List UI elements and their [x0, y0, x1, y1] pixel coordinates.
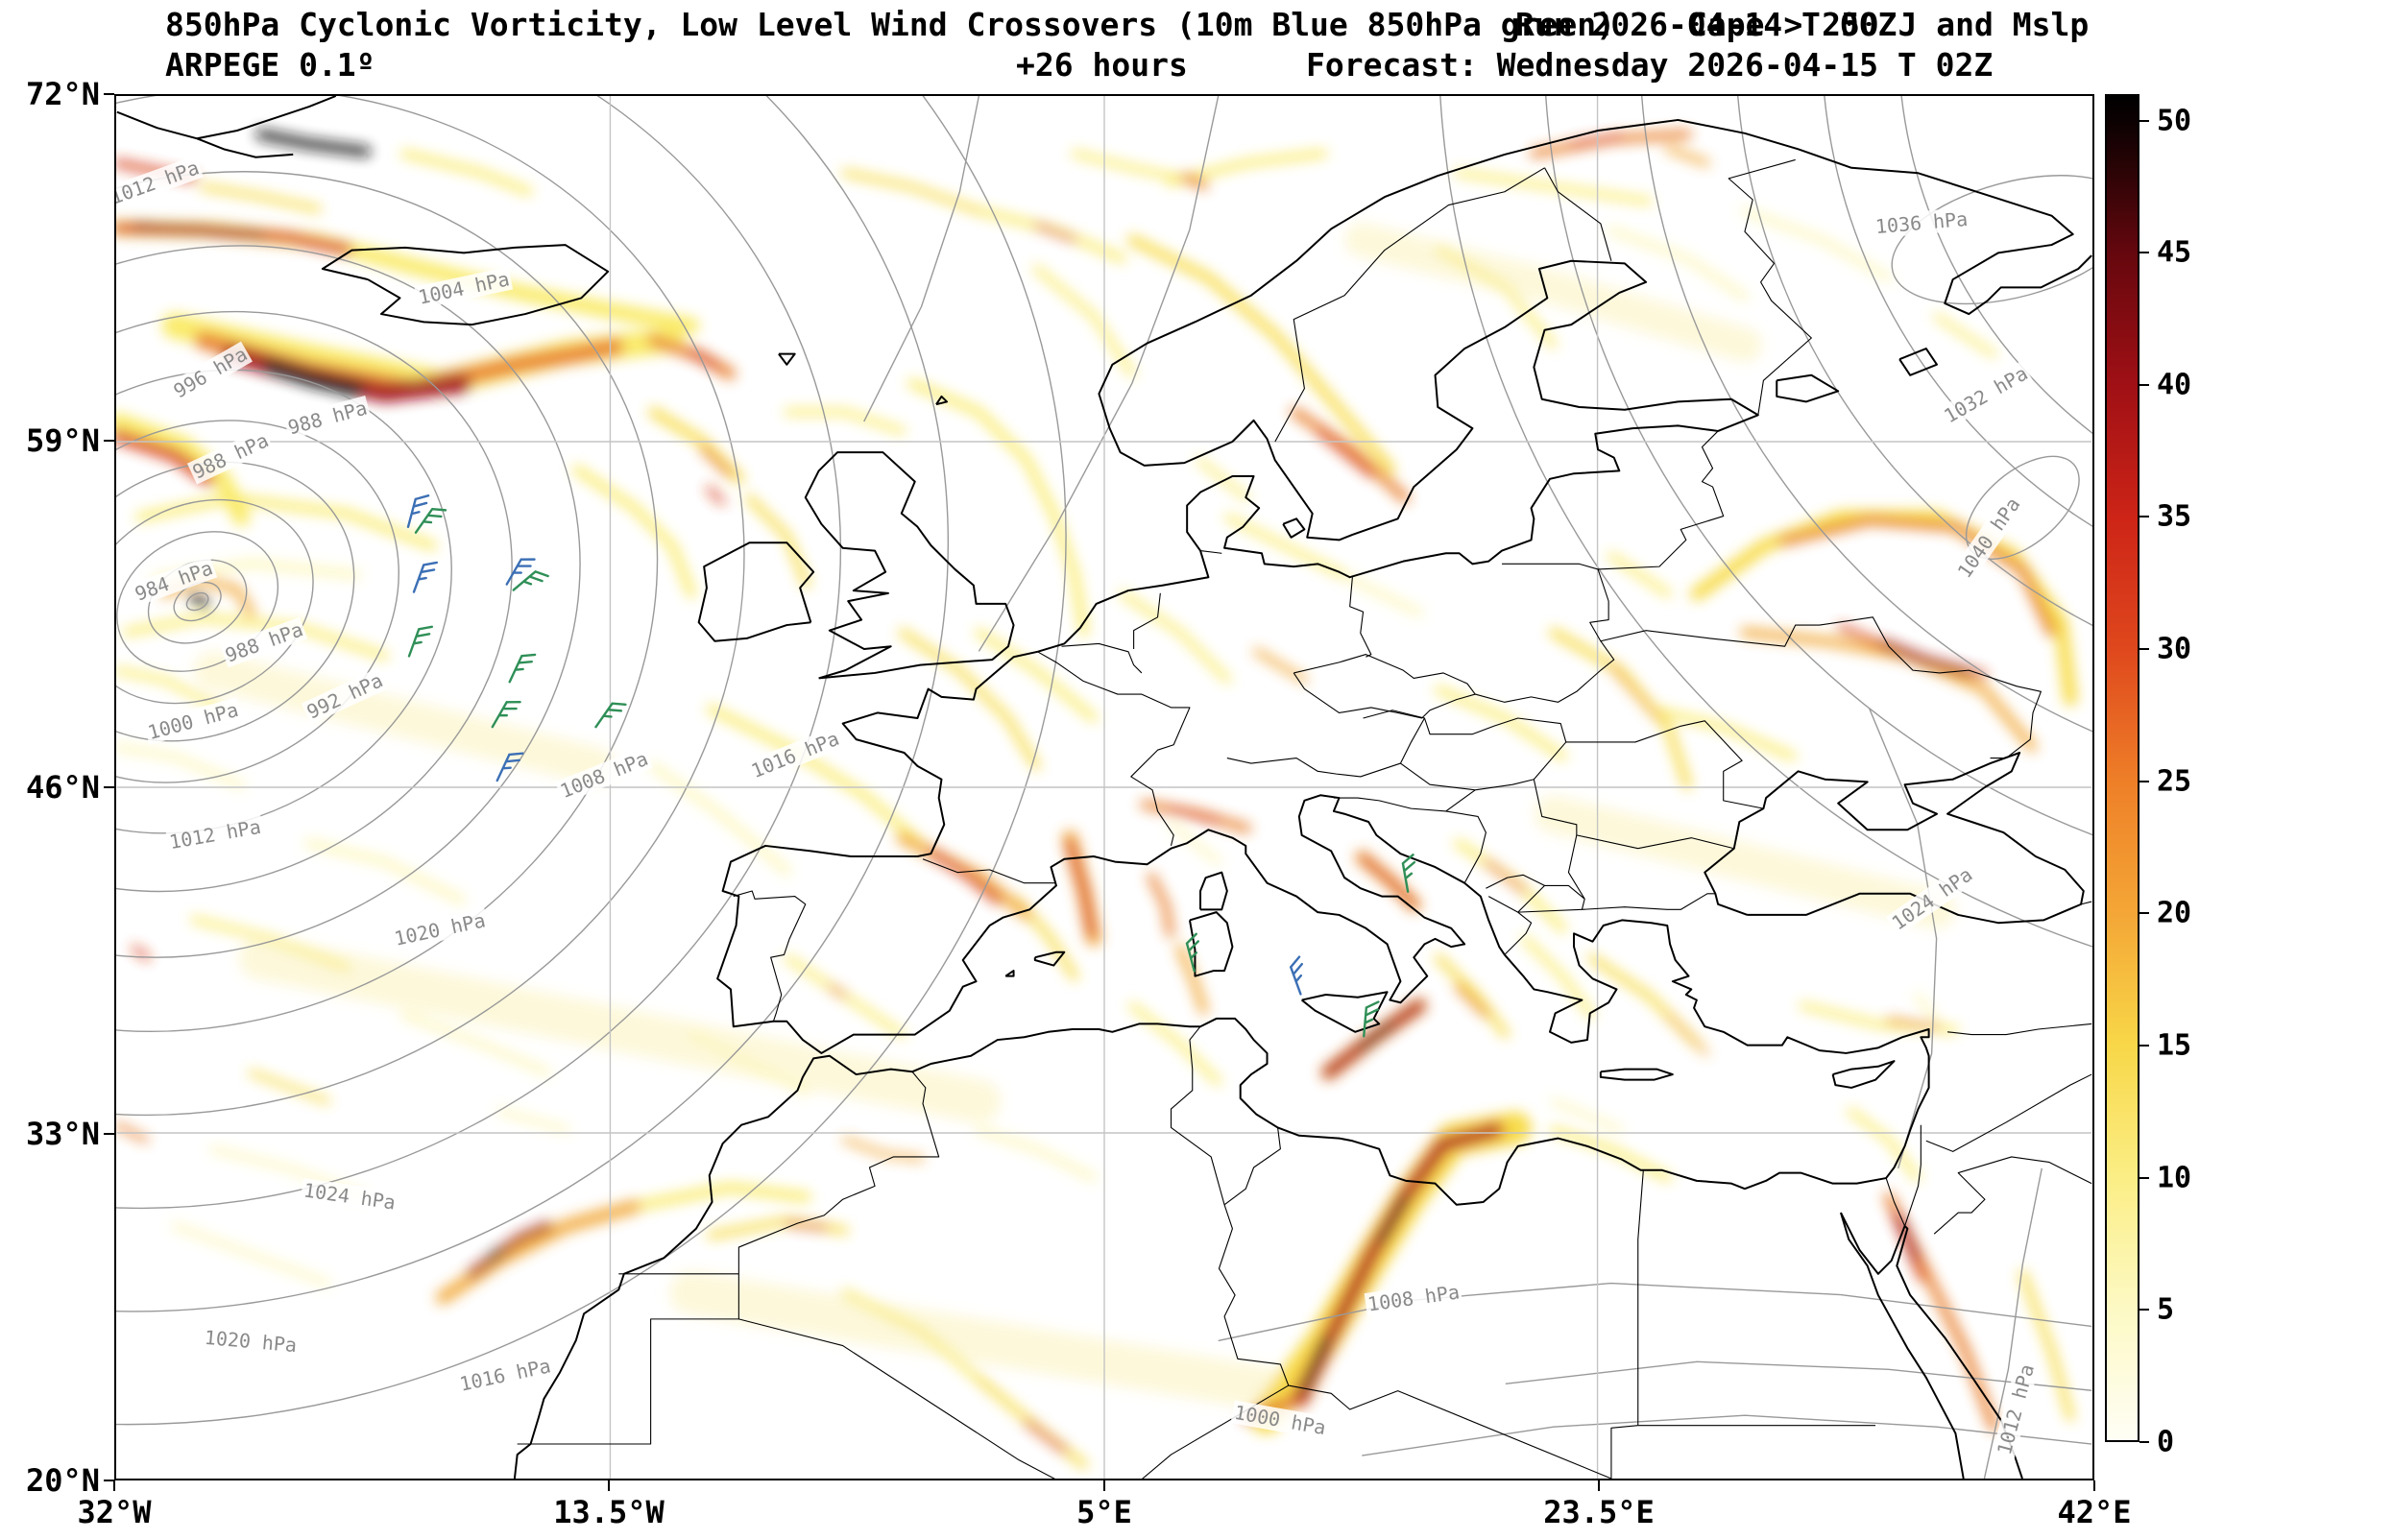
x-tick-mark	[113, 1480, 115, 1491]
colorbar-tick-mark	[2139, 252, 2149, 254]
colorbar-tick-mark	[2139, 383, 2149, 386]
y-tick-mark	[104, 93, 114, 95]
colorbar-tick-label: 50	[2157, 104, 2192, 138]
wind-barb-icon	[407, 625, 434, 658]
x-tick-label: 32°W	[77, 1494, 152, 1530]
colorbar-tick-mark	[2139, 1309, 2149, 1311]
model-label: ARPEGE 0.1º	[165, 46, 375, 84]
y-tick-mark	[104, 786, 114, 788]
wind-barb-icon	[491, 701, 521, 729]
y-tick-label: 20°N	[25, 1462, 100, 1499]
y-tick-label: 59°N	[25, 422, 100, 459]
x-tick-label: 42°E	[2057, 1494, 2132, 1530]
wind-barb-icon	[512, 570, 549, 591]
colorbar-tick-label: 0	[2157, 1425, 2175, 1459]
colorbar-tick-mark	[2139, 1441, 2149, 1443]
colorbar-tick-label: 15	[2157, 1028, 2192, 1063]
wind-barbs	[406, 494, 1416, 1038]
vorticity-field	[116, 129, 2078, 1470]
colorbar-tick-label: 40	[2157, 368, 2192, 402]
colorbar-tick-mark	[2139, 516, 2149, 518]
wind-barb-icon	[1363, 1000, 1380, 1038]
wind-barb-icon	[414, 508, 447, 534]
wind-barb-icon	[594, 702, 627, 729]
graticule	[116, 96, 2092, 1479]
wind-barb-icon	[496, 752, 524, 782]
x-tick-mark	[1103, 1480, 1105, 1491]
wind-barb-icon	[412, 561, 439, 593]
colorbar-tick-label: 25	[2157, 764, 2192, 799]
colorbar-tick-mark	[2139, 1176, 2149, 1179]
colorbar-tick-label: 5	[2157, 1292, 2175, 1327]
forecast-valid-label: Forecast: Wednesday 2026-04-15 T 02Z	[1306, 46, 1994, 84]
wind-barb-icon	[1401, 854, 1416, 893]
wind-barb-icon	[1290, 955, 1303, 996]
y-tick-label: 72°N	[25, 76, 100, 112]
colorbar-tick-mark	[2139, 780, 2149, 782]
wind-barb-icon	[1185, 932, 1200, 973]
x-tick-label: 13.5°W	[553, 1494, 665, 1530]
wind-barb-icon	[505, 558, 536, 586]
country-borders	[517, 158, 2092, 1479]
wind-barb-icon	[508, 653, 537, 684]
map-canvas	[116, 96, 2092, 1479]
figure-title-cape: Cape > 250 J and Mslp	[1688, 6, 2090, 43]
wind-barb-icon	[406, 494, 430, 528]
y-tick-mark	[104, 1480, 114, 1481]
y-tick-label: 33°N	[25, 1116, 100, 1152]
lead-time-label: +26 hours	[1016, 46, 1188, 84]
colorbar-tick-mark	[2139, 648, 2149, 651]
colorbar-tick-label: 45	[2157, 235, 2192, 270]
colorbar-tick-mark	[2139, 912, 2149, 915]
colorbar-tick-label: 30	[2157, 632, 2192, 666]
figure-title-main: 850hPa Cyclonic Vorticity, Low Level Win…	[165, 6, 1615, 43]
colorbar-tick-mark	[2139, 1045, 2149, 1047]
y-tick-mark	[104, 440, 114, 442]
colorbar-tick-label: 10	[2157, 1161, 2192, 1195]
figure-title-run: Run 2026-04-14 T 00Z	[1515, 6, 1897, 43]
x-tick-mark	[608, 1480, 610, 1491]
isobar-contours	[116, 96, 2092, 1479]
x-tick-label: 23.5°E	[1543, 1494, 1655, 1530]
map-plot: 1012 hPa 1004 hPa 996 hPa 988 hPa 988 hPa 984…	[114, 94, 2094, 1480]
x-tick-mark	[2093, 1480, 2095, 1491]
colorbar-tick-label: 35	[2157, 499, 2192, 534]
colorbar-tick-mark	[2139, 119, 2149, 122]
colorbar-tick-label: 20	[2157, 896, 2192, 930]
x-tick-label: 5°E	[1076, 1494, 1132, 1530]
y-tick-mark	[104, 1133, 114, 1135]
colorbar	[2105, 94, 2139, 1442]
y-tick-label: 46°N	[25, 769, 100, 806]
x-tick-mark	[1598, 1480, 1600, 1491]
